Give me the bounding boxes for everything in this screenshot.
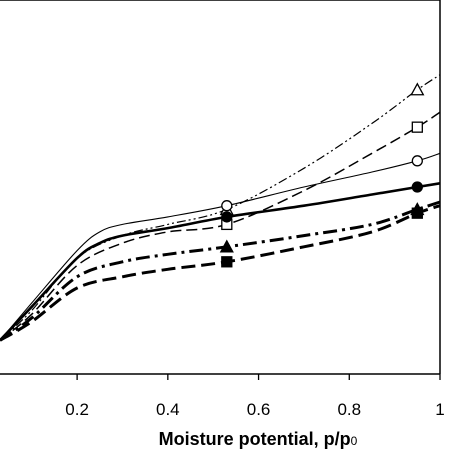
marker-filled-circle bbox=[221, 211, 233, 223]
marker-open-square bbox=[411, 121, 423, 133]
x-tick-label: 0.6 bbox=[247, 400, 271, 419]
marker-filled-square bbox=[221, 256, 233, 268]
x-tick-label: 0.8 bbox=[337, 400, 361, 419]
marker-open-circle bbox=[411, 155, 423, 167]
x-axis-title-text: Moisture potential, p/p bbox=[159, 429, 351, 449]
series-line-open-circle bbox=[0, 152, 441, 341]
series-line-open-square bbox=[0, 111, 441, 341]
x-tick-label: 0.2 bbox=[65, 400, 89, 419]
marker-open-circle bbox=[221, 200, 233, 212]
marker-filled-circle bbox=[411, 181, 423, 193]
x-axis-title-subscript: 0 bbox=[351, 434, 358, 448]
x-tick-label: 0.4 bbox=[156, 400, 180, 419]
marker-filled-square bbox=[411, 207, 423, 219]
marker-layer bbox=[219, 82, 425, 268]
marker-filled-triangle bbox=[219, 239, 234, 253]
series-line-filled-triangle bbox=[0, 200, 441, 342]
series-line-filled-square bbox=[0, 204, 441, 342]
x-axis-title: Moisture potential, p/p0 bbox=[159, 429, 358, 449]
plot-frame bbox=[0, 0, 441, 375]
x-tick-label: 1 bbox=[435, 400, 444, 419]
x-ticks: 0.2 0.4 0.6 0.8 1 bbox=[65, 374, 445, 419]
marker-open-triangle bbox=[410, 82, 425, 96]
series-layer bbox=[0, 74, 441, 342]
series-line-filled-circle bbox=[0, 182, 441, 342]
series-line-open-triangle bbox=[0, 74, 441, 341]
